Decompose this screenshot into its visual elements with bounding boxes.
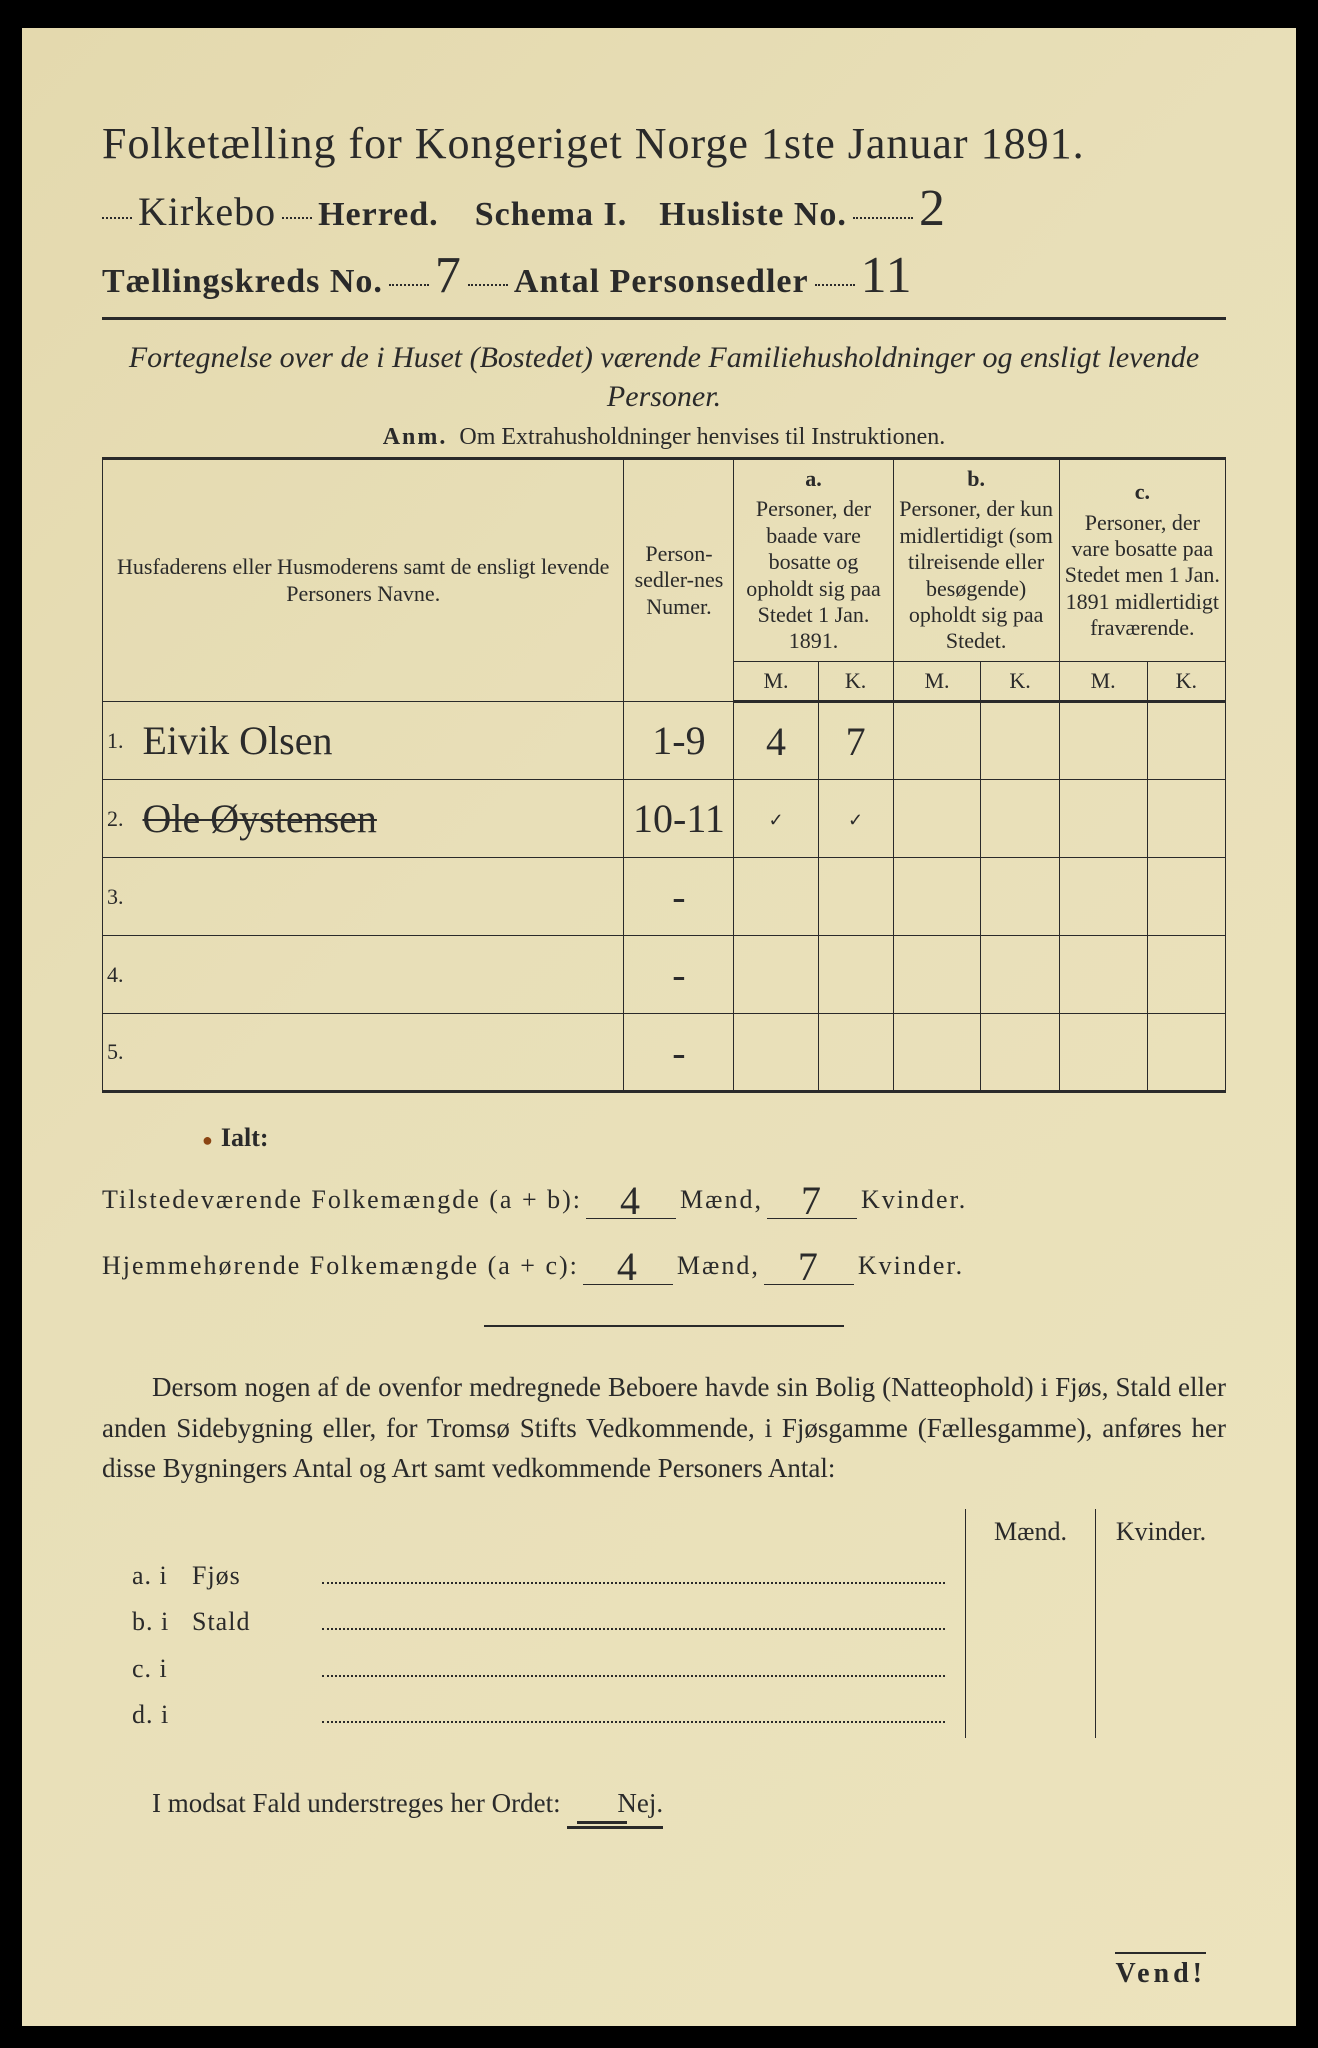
col-b-k: K. <box>981 661 1059 701</box>
totals-block: ●Ialt: Tilstedeværende Folkemængde (a + … <box>102 1123 1226 1285</box>
sec-row: b. iStald <box>102 1599 965 1645</box>
page-title: Folketælling for Kongeriget Norge 1ste J… <box>102 118 1226 169</box>
col-numer: Person-sedler-nes Numer. <box>624 459 734 702</box>
ialt-label: ●Ialt: <box>202 1123 1226 1153</box>
sec-head-m: Mænd. <box>966 1509 1096 1739</box>
final-line: I modsat Fald understreges her Ordet: Ne… <box>102 1788 1226 1829</box>
sum-line-1: Tilstedeværende Folkemængde (a + b): 4 M… <box>102 1171 1226 1219</box>
col-a: a. Personer, der baade vare bosatte og o… <box>734 459 893 662</box>
col-a-k: K. <box>818 661 893 701</box>
header-row-1: Kirkebo Herred. Schema I. Husliste No. 2 <box>102 179 1226 238</box>
sec-head-k: Kvinder. <box>1096 1509 1226 1739</box>
table-row: 1. Eivik Olsen 1-9 4 7 <box>103 702 1226 780</box>
table-row: 3. - <box>103 858 1226 936</box>
sec-row: a. iFjøs <box>102 1553 965 1599</box>
antal-label: Antal Personsedler <box>514 263 809 301</box>
anm-text: Om Extrahusholdninger henvises til Instr… <box>459 424 945 450</box>
schema-label: Schema I. <box>475 196 628 234</box>
census-form-page: Folketælling for Kongeriget Norge 1ste J… <box>22 28 1296 2026</box>
sum-line-2: Hjemmehørende Folkemængde (a + c): 4 Mæn… <box>102 1237 1226 1285</box>
paragraph: Dersom nogen af de ovenfor medregnede Be… <box>102 1367 1226 1489</box>
vend-label: Vend! <box>1115 1952 1206 1990</box>
col-names: Husfaderens eller Husmoderens samt de en… <box>103 459 624 702</box>
sec-row: d. i <box>102 1692 965 1738</box>
col-c-k: K. <box>1147 661 1225 701</box>
antal-value: 11 <box>861 246 913 305</box>
scan-frame: Folketælling for Kongeriget Norge 1ste J… <box>0 0 1318 2048</box>
nej-word: Nej. <box>567 1788 663 1829</box>
col-c: c. Personer, der vare bosatte paa Stedet… <box>1059 459 1225 662</box>
col-c-m: M. <box>1059 661 1147 701</box>
col-b-m: M. <box>893 661 981 701</box>
husliste-value: 2 <box>919 179 946 238</box>
header-row-2: Tællingskreds No. 7 Antal Personsedler 1… <box>102 246 1226 305</box>
sec-row: c. i <box>102 1645 965 1691</box>
col-a-m: M. <box>734 661 818 701</box>
herred-value: Kirkebo <box>138 188 276 235</box>
husliste-label: Husliste No. <box>659 196 847 234</box>
subtitle: Fortegnelse over de i Huset (Bostedet) v… <box>102 338 1226 416</box>
table-row: 5. - <box>103 1014 1226 1092</box>
secondary-table: a. iFjøsb. iStaldc. id. i Mænd. Kvinder. <box>102 1509 1226 1739</box>
anm-note: Anm. Om Extrahusholdninger henvises til … <box>102 424 1226 451</box>
herred-label: Herred. <box>318 196 439 234</box>
table-row: 2. Ole Øystensen 10-11 ✓ ✓ <box>103 780 1226 858</box>
kreds-value: 7 <box>435 246 462 305</box>
divider-small <box>484 1325 844 1327</box>
anm-prefix: Anm. <box>383 424 448 450</box>
table-row: 4. - <box>103 936 1226 1014</box>
kreds-label: Tællingskreds No. <box>102 263 383 301</box>
divider <box>102 317 1226 320</box>
col-b: b. Personer, der kun midlertidigt (som t… <box>893 459 1059 662</box>
main-table: Husfaderens eller Husmoderens samt de en… <box>102 457 1226 1093</box>
